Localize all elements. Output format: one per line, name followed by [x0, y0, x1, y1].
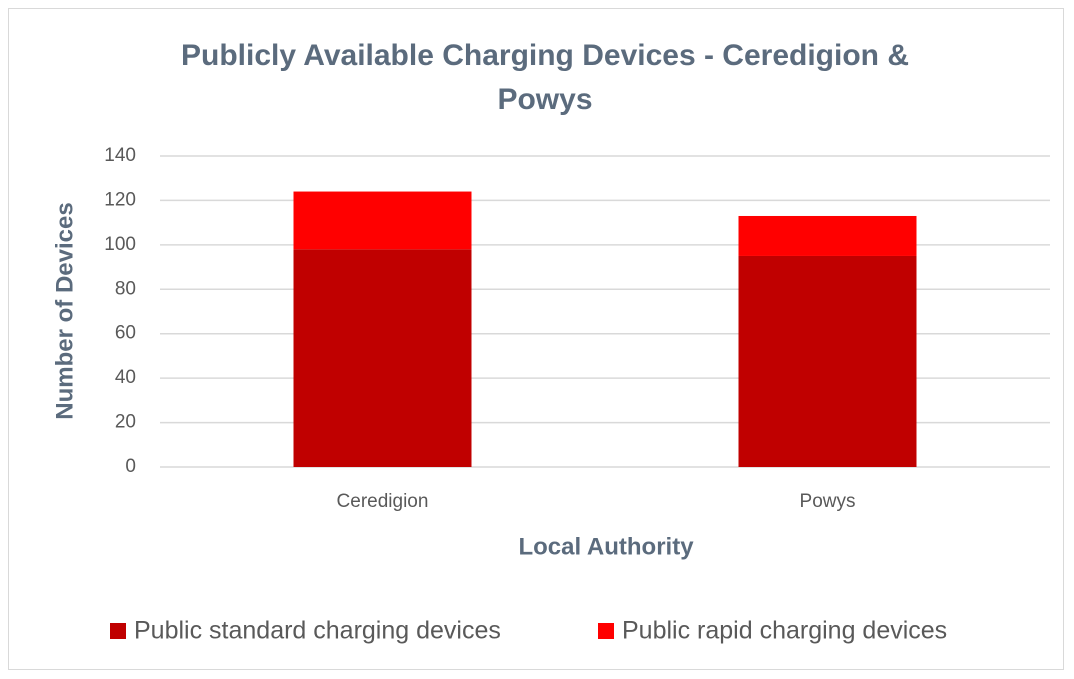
y-tick-label: 0	[125, 456, 136, 477]
legend-label: Public rapid charging devices	[622, 617, 947, 645]
legend-swatch	[110, 623, 126, 639]
y-axis-title: Number of Devices	[51, 202, 78, 419]
y-tick-label: 80	[115, 278, 136, 299]
bar-segment	[293, 249, 472, 467]
x-tick-label: Ceredigion	[337, 491, 429, 512]
x-axis-title: Local Authority	[518, 533, 694, 560]
chart-frame	[8, 8, 1064, 670]
x-tick-label: Powys	[800, 491, 856, 512]
y-tick-label: 40	[115, 367, 136, 388]
bar-segment	[293, 191, 472, 250]
y-tick-label: 60	[115, 323, 136, 344]
y-tick-label: 140	[104, 145, 136, 166]
y-tick-label: 100	[104, 234, 136, 255]
bar-segment	[738, 255, 917, 467]
legend-swatch	[598, 623, 614, 639]
bar-segment	[738, 215, 917, 256]
chart-title: Publicly Available Charging Devices - Ce…	[181, 39, 909, 116]
legend-label: Public standard charging devices	[134, 617, 501, 645]
y-tick-label: 20	[115, 412, 136, 433]
y-tick-label: 120	[104, 189, 136, 210]
